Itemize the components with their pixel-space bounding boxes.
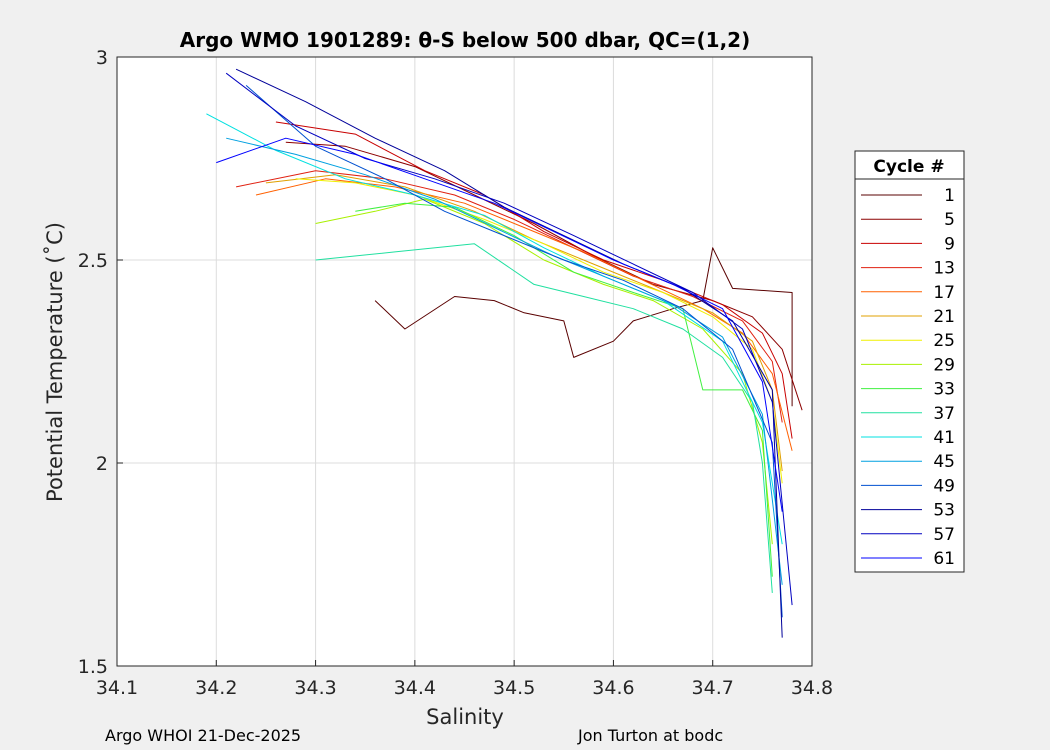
- series-line-cycle-57: [225, 72, 793, 606]
- legend-label-57: 57: [933, 525, 955, 545]
- series-line-cycle-61: [216, 137, 783, 512]
- footer-source: Argo WHOI 21-Dec-2025: [105, 726, 302, 745]
- series-line-cycle-5: [285, 141, 803, 411]
- legend: Cycle # 1 5 9 13 17 21 25 29 33 37 41 45 49 53 57 61: [854, 150, 965, 573]
- legend-label-29: 29: [933, 355, 955, 375]
- axis-ticks: 34.1 34.2 34.3 34.4 34.5 34.6 34.7 34.8 1.5 2 2.5 3: [78, 47, 833, 699]
- legend-label-53: 53: [933, 501, 955, 521]
- x-tick-label: 34.1: [96, 677, 138, 699]
- series-line-cycle-49: [245, 85, 783, 618]
- series-line-cycle-53: [235, 68, 783, 638]
- series-line-cycle-37: [315, 243, 773, 593]
- legend-label-33: 33: [933, 380, 955, 400]
- y-tick-label: 1.5: [78, 656, 108, 678]
- plot-border: [116, 56, 813, 667]
- series-line-cycle-33: [355, 202, 773, 577]
- y-tick-label: 2.5: [78, 250, 108, 272]
- series-line-cycle-17: [255, 178, 793, 451]
- legend-label-37: 37: [933, 404, 955, 424]
- legend-label-61: 61: [933, 549, 955, 569]
- legend-label-45: 45: [933, 452, 955, 472]
- footer-credit: Jon Turton at bodc: [578, 726, 724, 745]
- legend-label-21: 21: [933, 307, 955, 327]
- x-tick-label: 34.5: [493, 677, 535, 699]
- x-tick-label: 34.3: [294, 677, 336, 699]
- x-axis-label: Salinity: [426, 705, 504, 729]
- series-line-cycle-21: [265, 174, 783, 472]
- series-line-cycle-9: [275, 121, 793, 439]
- y-tick-label: 3: [96, 47, 108, 69]
- chart-title: Argo WMO 1901289: θ-S below 500 dbar, QC…: [180, 28, 750, 52]
- x-tick-label: 34.8: [791, 677, 833, 699]
- legend-title: Cycle #: [873, 157, 944, 177]
- plot-area: [117, 57, 812, 666]
- series-line-cycle-41: [206, 113, 783, 545]
- legend-label-49: 49: [933, 476, 955, 496]
- x-tick-label: 34.2: [195, 677, 237, 699]
- series-line-cycle-1: [374, 247, 793, 407]
- x-tick-label: 34.4: [394, 677, 436, 699]
- grid-lines: [117, 57, 812, 666]
- legend-label-41: 41: [933, 428, 955, 448]
- x-tick-label: 34.6: [592, 677, 634, 699]
- legend-label-17: 17: [933, 283, 955, 303]
- legend-box: [854, 150, 965, 573]
- y-axis-label: Potential Temperature (˚C): [43, 222, 67, 502]
- legend-label-25: 25: [933, 331, 955, 351]
- legend-label-5: 5: [944, 210, 955, 230]
- legend-label-9: 9: [944, 234, 955, 254]
- y-tick-label: 2: [96, 453, 108, 475]
- x-tick-label: 34.7: [692, 677, 734, 699]
- legend-label-1: 1: [944, 186, 955, 206]
- legend-label-13: 13: [933, 259, 955, 279]
- series-lines: [206, 68, 803, 638]
